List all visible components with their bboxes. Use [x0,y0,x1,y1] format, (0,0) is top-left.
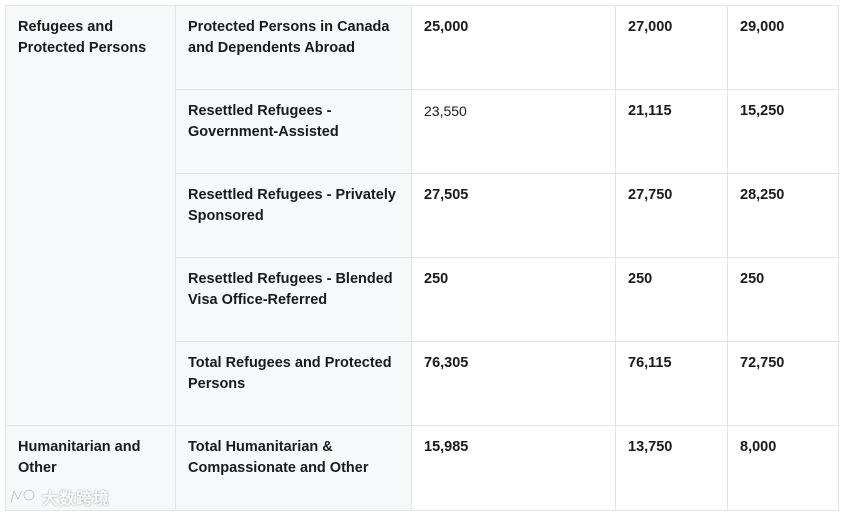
value-cell: 76,115 [615,341,728,426]
brand-logo-icon [9,488,36,505]
value-cell: 72,750 [727,341,839,426]
watermark: 大数跨境 [8,485,110,509]
row-label: Total Humanitarian & Compassionate and O… [175,425,412,511]
value-cell: 28,250 [727,173,839,258]
value-cell: 250 [411,257,616,342]
value-cell: 27,750 [615,173,728,258]
value-cell: 13,750 [615,425,728,511]
value-cell: 21,115 [615,89,728,174]
row-label: Protected Persons in Canada and Dependen… [175,5,412,90]
table-row: Resettled Refugees - Government-Assisted… [6,89,839,174]
table-row: Resettled Refugees - Blended Visa Office… [6,257,839,342]
value-cell: 25,000 [411,5,616,90]
value-cell: 27,000 [615,5,728,90]
category-cell: Refugees and Protected Persons [5,5,176,426]
immigration-levels-table: Refugees and Protected Persons Protected… [5,5,839,511]
value-cell: 27,505 [411,173,616,258]
value-cell: 250 [615,257,728,342]
value-cell: 8,000 [727,425,839,511]
row-label: Resettled Refugees - Government-Assisted [175,89,412,174]
table-row: Refugees and Protected Persons Protected… [5,5,839,426]
table-row: Resettled Refugees - Privately Sponsored… [6,173,839,258]
watermark-text: 大数跨境 [42,491,111,508]
table-row: Total Refugees and Protected Persons 76,… [6,341,839,426]
value-cell: 29,000 [727,5,839,90]
value-cell: 76,305 [411,341,616,426]
row-label: Resettled Refugees - Blended Visa Office… [175,257,412,342]
value-cell: 15,985 [411,425,616,511]
row-label: Resettled Refugees - Privately Sponsored [175,173,412,258]
value-cell: 23,550 [411,89,616,174]
table-row: Humanitarian and Other Total Humanitaria… [5,425,839,511]
row-label: Total Refugees and Protected Persons [175,341,412,426]
value-cell: 15,250 [727,89,839,174]
value-cell: 250 [727,257,839,342]
